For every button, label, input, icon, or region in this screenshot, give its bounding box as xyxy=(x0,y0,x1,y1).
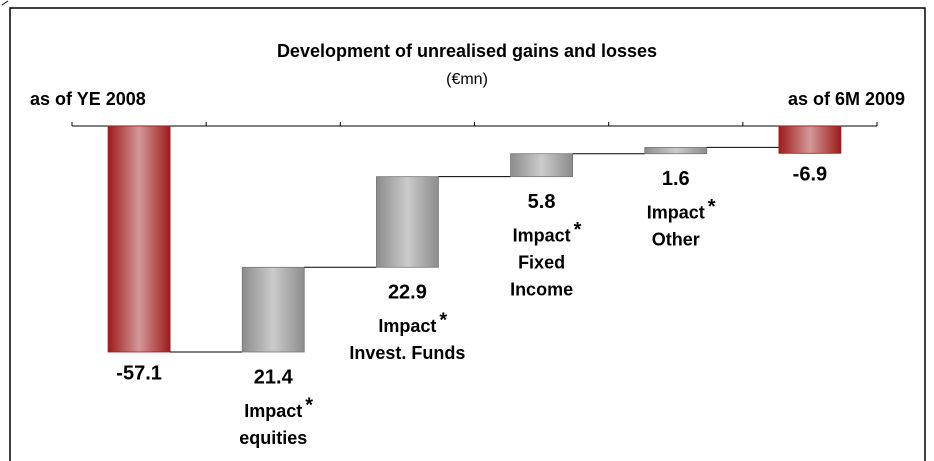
value-label: 21.4 xyxy=(254,366,294,388)
bar xyxy=(778,125,842,154)
value-label: 22.9 xyxy=(388,282,427,304)
category-label: Impact xyxy=(244,401,302,421)
bar xyxy=(644,146,708,155)
category-label: Impact xyxy=(647,202,705,222)
footnote-marker: * xyxy=(439,310,447,332)
footnote-marker: * xyxy=(574,219,582,241)
category-label: Invest. Funds xyxy=(349,343,465,363)
category-label: Other xyxy=(652,229,700,249)
category-label: as of YE 2008 xyxy=(30,89,146,109)
value-label: -57.1 xyxy=(116,362,162,384)
category-label: Impact xyxy=(378,316,436,336)
bar xyxy=(241,266,305,353)
footnote-marker: * xyxy=(708,196,716,218)
value-label: 1.6 xyxy=(662,168,690,190)
chart-title: Development of unrealised gains and loss… xyxy=(277,41,657,61)
category-label: equities xyxy=(239,428,307,448)
bar xyxy=(376,176,439,268)
category-label: as of 6M 2009 xyxy=(788,89,905,109)
category-label: Income xyxy=(510,279,573,299)
bar xyxy=(107,125,171,353)
value-label: 5.8 xyxy=(528,191,556,213)
chart-subtitle: (€mn) xyxy=(446,71,488,88)
value-label: -6.9 xyxy=(793,164,827,186)
category-label: Fixed xyxy=(518,252,565,272)
category-label: Impact xyxy=(513,225,571,245)
corner-mark xyxy=(1,0,9,6)
bar xyxy=(510,153,573,178)
footnote-marker: * xyxy=(305,394,313,416)
frame xyxy=(9,7,926,461)
